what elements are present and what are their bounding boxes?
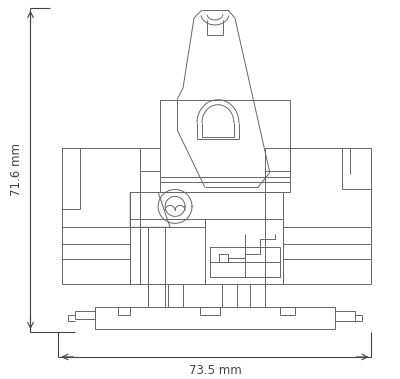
Text: 71.6 mm: 71.6 mm — [10, 143, 23, 196]
Text: 73.5 mm: 73.5 mm — [188, 365, 241, 377]
